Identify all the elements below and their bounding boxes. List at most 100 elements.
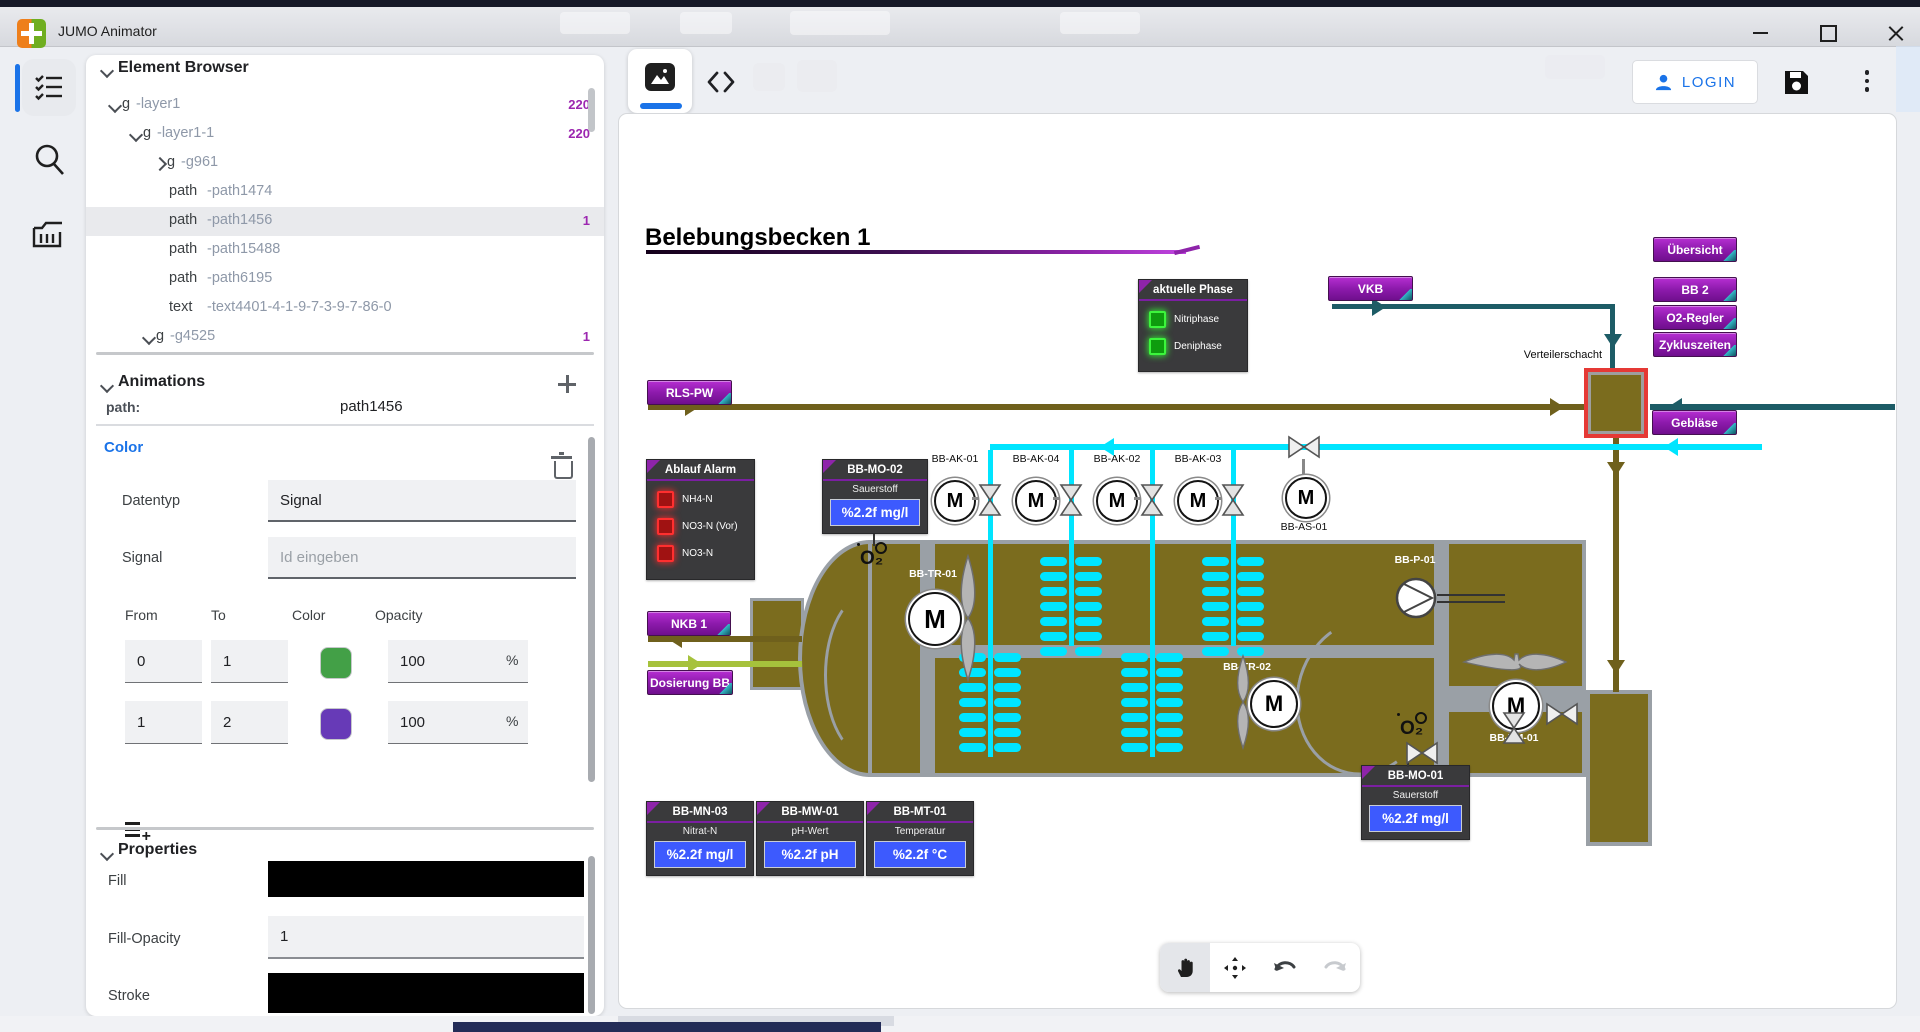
verteilerschacht-box-selected[interactable] — [1584, 368, 1648, 438]
save-icon[interactable] — [1783, 69, 1810, 96]
nav-button-o2regler[interactable]: O2-Regler — [1653, 305, 1737, 330]
scrollbar[interactable] — [588, 88, 595, 132]
tab-graphic-view[interactable] — [628, 49, 692, 113]
chevron-down-icon[interactable] — [141, 330, 157, 346]
diffuser — [1156, 683, 1183, 692]
display-BB-MO-01: BB-MO-01 Sauerstoff %2.2f mg/l — [1361, 765, 1470, 840]
library-icon[interactable] — [30, 216, 66, 252]
tree-item-path-path1456[interactable]: path -path1456 1 — [86, 207, 604, 236]
delete-rule-icon[interactable] — [551, 452, 573, 479]
login-button[interactable]: LOGIN — [1632, 60, 1758, 104]
chevron-down-icon[interactable] — [128, 127, 144, 143]
diffuser — [1237, 587, 1264, 596]
col-from: From — [125, 607, 158, 623]
maximize-button[interactable] — [1813, 22, 1843, 44]
move-icon — [1224, 956, 1246, 979]
label-BB-AK-03: BB-AK-03 — [1174, 453, 1222, 465]
tree-item-g-layer1-1[interactable]: g -layer1-1 220 — [86, 120, 604, 149]
canvas-toolbar — [1160, 943, 1360, 992]
scrollbar[interactable] — [588, 437, 595, 782]
label-BB-TR-02: BB-TR-02 — [1223, 661, 1271, 673]
stroke-color-swatch[interactable] — [268, 973, 584, 1013]
color-swatch-row2[interactable] — [320, 708, 352, 740]
nav-button-nkb1[interactable]: NKB 1 — [647, 611, 731, 636]
to-input-row1[interactable] — [211, 640, 288, 683]
chevron-down-icon[interactable] — [99, 63, 115, 79]
tree-item-path-path6195[interactable]: path -path6195 — [86, 265, 604, 294]
pan-tool-button[interactable] — [1160, 943, 1210, 992]
chevron-right-icon[interactable] — [152, 156, 168, 172]
move-tool-button[interactable] — [1210, 943, 1260, 992]
diffuser — [1040, 602, 1067, 611]
datentyp-input[interactable] — [268, 480, 576, 522]
tree-item-name: -g961 — [181, 154, 219, 170]
opacity-input-row1[interactable] — [388, 640, 528, 683]
phase-panel: aktuelle Phase Nitriphase Deniphase — [1138, 279, 1248, 372]
display-value: %2.2f mg/l — [1369, 805, 1462, 832]
chevron-down-icon[interactable] — [99, 846, 115, 862]
nav-button-geblaese[interactable]: Gebläse — [1652, 410, 1737, 435]
label-BB-TR-01: BB-TR-01 — [909, 568, 957, 580]
dosing-pipe — [648, 661, 802, 667]
basin-extension — [1586, 690, 1652, 846]
display-value: %2.2f pH — [764, 841, 856, 868]
tree-item-g-g4525[interactable]: g -g4525 1 — [86, 323, 604, 352]
basin-inlet-chamber — [750, 598, 804, 690]
nav-button-rlspw[interactable]: RLS-PW — [647, 380, 732, 405]
jumo-logo-icon — [17, 19, 46, 48]
diffuser — [1121, 743, 1148, 752]
air-drop-pipe-4 — [1231, 450, 1236, 646]
signal-input[interactable] — [268, 537, 576, 579]
divider — [96, 352, 594, 355]
close-button[interactable] — [1881, 22, 1911, 44]
flow-arrow — [1607, 660, 1625, 674]
diffuser — [1202, 587, 1229, 596]
tree-item-g-g961[interactable]: g -g961 — [86, 149, 604, 178]
chevron-down-icon[interactable] — [99, 378, 115, 394]
from-input-row1[interactable] — [125, 640, 202, 683]
code-view-icon[interactable] — [706, 68, 736, 96]
add-animation-icon[interactable] — [558, 375, 576, 393]
motor-BB-AK-01: M — [934, 480, 976, 522]
search-icon[interactable] — [33, 143, 67, 179]
col-to: To — [211, 607, 226, 623]
display-label: pH-Wert — [791, 826, 829, 837]
stroke-label: Stroke — [108, 988, 150, 1004]
fill-color-swatch[interactable] — [268, 861, 584, 897]
tree-item-text-text4401-4-1-9-7-3-9-7-86-0[interactable]: text -text4401-4-1-9-7-3-9-7-86-0 — [86, 294, 604, 323]
undo-button[interactable] — [1260, 943, 1310, 992]
tree-item-path-path1474[interactable]: path -path1474 — [86, 178, 604, 207]
alarm-panel: Ablauf Alarm NH4-N NO3-N (Vor) NO3-N — [646, 459, 755, 580]
alarm-row: NO3-N — [657, 545, 754, 562]
red-led-icon — [657, 491, 674, 508]
redo-button[interactable] — [1310, 943, 1360, 992]
nav-button-bb2[interactable]: BB 2 — [1653, 277, 1737, 302]
vkb-pipe — [1332, 304, 1615, 309]
fill-opacity-input[interactable] — [268, 916, 584, 959]
nav-button-zykluszeiten[interactable]: Zykluszeiten — [1653, 332, 1737, 357]
minimize-button[interactable] — [1745, 22, 1775, 44]
diffuser — [1121, 713, 1148, 722]
scrollbar[interactable] — [588, 856, 595, 1014]
nav-button-vkb[interactable]: VKB — [1328, 276, 1413, 301]
diffuser — [1075, 617, 1102, 626]
titlebar: JUMO Animator — [0, 7, 1920, 48]
datentyp-label: Datentyp — [122, 493, 181, 509]
to-input-row2[interactable] — [211, 701, 288, 744]
divider — [96, 424, 594, 426]
diffuser — [1121, 728, 1148, 737]
login-label: LOGIN — [1681, 73, 1737, 91]
opacity-input-row2[interactable] — [388, 701, 528, 744]
color-rule-link[interactable]: Color — [104, 439, 144, 456]
diffuser — [1202, 632, 1229, 641]
nav-button-dosierungbb[interactable]: Dosierung BB — [647, 670, 733, 695]
overflow-menu-icon[interactable] — [1857, 66, 1877, 100]
from-input-row2[interactable] — [125, 701, 202, 744]
chevron-down-icon[interactable] — [107, 98, 123, 114]
color-swatch-row1[interactable] — [320, 647, 352, 679]
flow-arrow — [1664, 438, 1678, 456]
add-row-icon[interactable] — [125, 822, 151, 846]
tree-item-path-path15488[interactable]: path -path15488 — [86, 236, 604, 265]
tree-item-g-layer1[interactable]: g -layer1 220 — [86, 91, 604, 120]
nav-button-uebersicht[interactable]: Übersicht — [1653, 237, 1737, 262]
